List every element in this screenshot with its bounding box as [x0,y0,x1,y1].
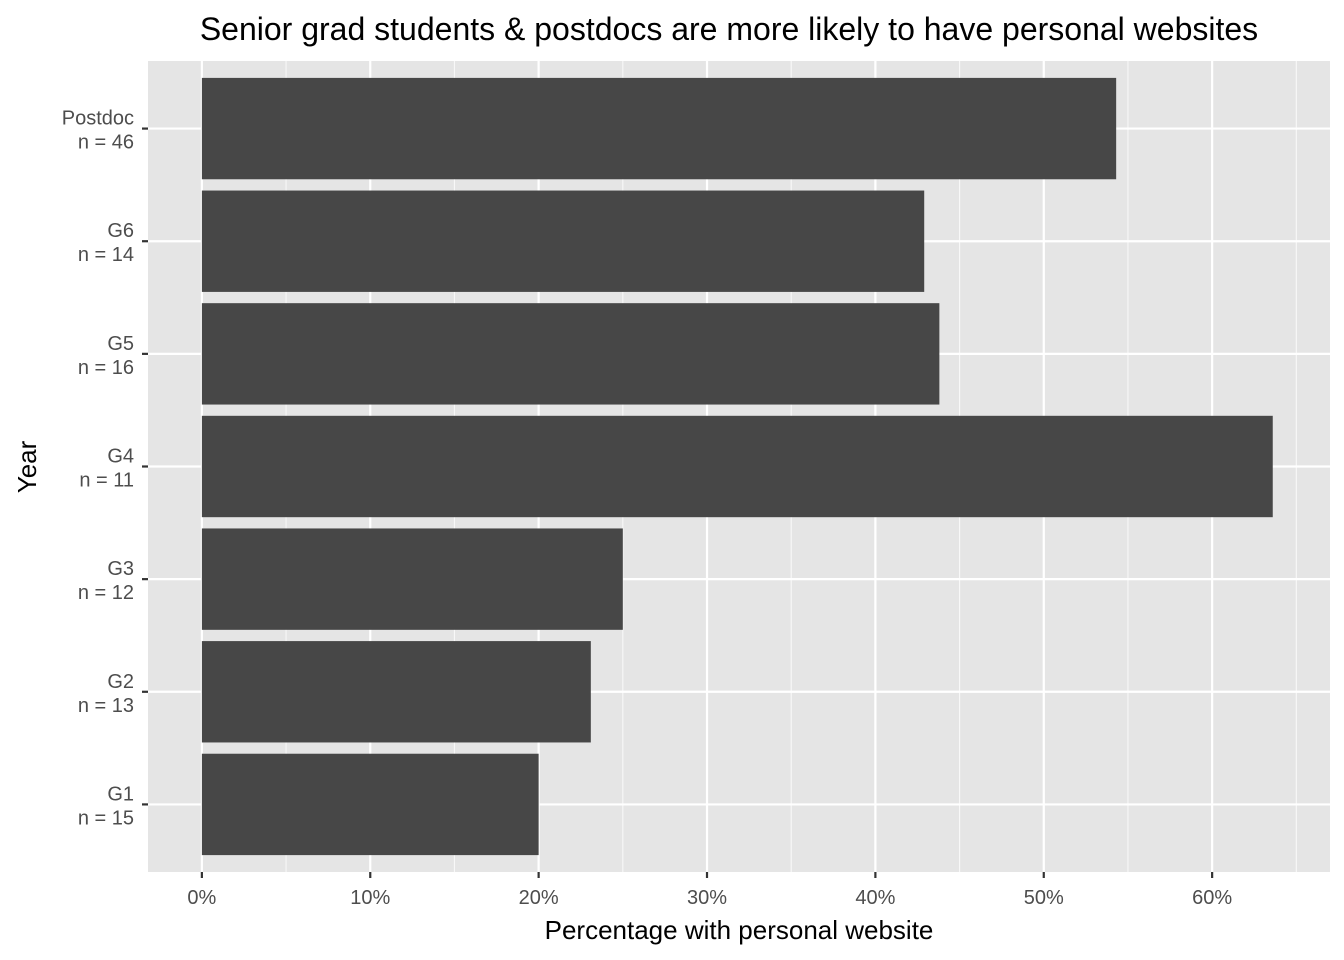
y-tick-label-count: n = 12 [78,582,134,604]
y-tick-label: G6 [107,220,134,242]
bar [201,303,940,405]
y-tick-label: G1 [107,783,134,805]
y-tick-label: G4 [107,446,134,468]
x-tick-label: 40% [855,887,895,909]
y-tick-label: G5 [107,333,134,355]
x-tick-label: 20% [519,887,559,909]
x-tick-label: 30% [687,887,727,909]
x-tick-label: 50% [1024,887,1064,909]
bar [201,641,591,743]
chart-title: Senior grad students & postdocs are more… [200,11,1258,47]
bar [201,753,539,856]
y-tick-label-count: n = 14 [78,244,134,266]
x-axis: 0% 10% 20% 30% 40% 50% 60% [187,872,1232,909]
y-tick-label-count: n = 46 [78,132,134,154]
y-tick-label-count: n = 13 [78,695,134,717]
y-tick-label-count: n = 15 [78,807,134,829]
y-axis-title: Year [12,440,42,493]
x-axis-title: Percentage with personal website [545,915,934,945]
y-tick-label: G3 [107,558,134,580]
y-tick-label-count: n = 16 [78,357,134,379]
y-tick-label: Postdoc [62,108,134,130]
bar [201,415,1273,518]
x-tick-label: 10% [350,887,390,909]
x-tick-label: 60% [1192,887,1232,909]
bar [201,77,1117,180]
y-tick-label: G2 [107,671,134,693]
bar [201,528,623,630]
bars [201,77,1273,856]
y-tick-label-count: n = 11 [79,470,134,492]
x-tick-label: 0% [187,887,216,909]
bar [201,190,925,292]
